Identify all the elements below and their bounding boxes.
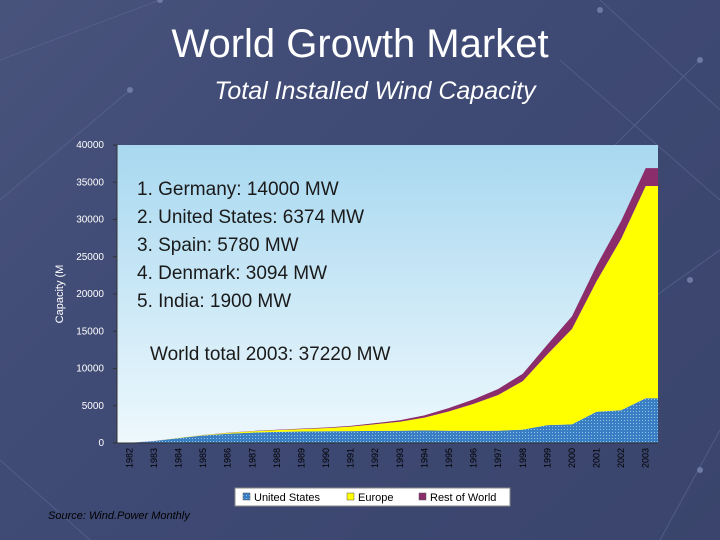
top-countries-list: 1. Germany: 14000 MW 2. United States: 6…: [137, 176, 364, 316]
ranking-item: 4. Denmark: 3094 MW: [137, 263, 328, 284]
x-tick-label: 1985: [198, 448, 208, 468]
y-tick-label: 20000: [76, 289, 104, 300]
y-tick-label: 10000: [76, 364, 104, 375]
x-tick-label: 1995: [444, 448, 454, 468]
y-tick-label: 15000: [76, 326, 104, 337]
series-area-united-states: [117, 398, 658, 443]
source-note: Source: Wind.Power Monthly: [48, 510, 190, 522]
x-tick-label: 2002: [616, 448, 626, 468]
slide-title: World Growth Market: [171, 22, 549, 66]
series-layer: [117, 168, 658, 443]
ranking-item: 1. Germany: 14000 MW: [137, 179, 339, 200]
x-tick-label: 1988: [272, 448, 282, 468]
x-tick-label: 2001: [592, 448, 602, 468]
legend-swatch: [242, 492, 251, 501]
legend: United States Europe Rest of World: [234, 487, 511, 507]
x-tick-label: 1989: [296, 448, 306, 468]
legend-box: [234, 487, 511, 507]
x-tick-label: 1991: [346, 448, 356, 468]
y-tick-label: 25000: [76, 252, 104, 263]
x-tick-label: 2000: [567, 448, 577, 468]
x-tick-labels: 1982 1983 1984 1985 1986 1987 1988 1989 1990 1991…: [124, 448, 650, 468]
x-tick-label: 1984: [173, 448, 183, 468]
legend-swatch: [418, 492, 427, 501]
x-tick-label: 1996: [469, 448, 479, 468]
y-axis-label: Capacity (M: [54, 265, 66, 324]
x-tick-label: 1998: [518, 448, 528, 468]
x-tick-label: 1999: [542, 448, 552, 468]
x-tick-label: 1992: [370, 448, 380, 468]
y-tick-label: 35000: [76, 177, 104, 188]
world-total-annotation: World total 2003: 37220 MW: [150, 344, 391, 365]
legend-swatch: [346, 492, 355, 501]
y-tick-label: 30000: [76, 215, 104, 226]
x-tick-label: 1986: [223, 448, 233, 468]
y-tick-label: 40000: [76, 140, 104, 151]
x-tick-label: 1987: [247, 448, 257, 468]
legend-label: Europe: [358, 492, 393, 504]
y-tick-label: 0: [98, 438, 104, 449]
x-tick-label: 1994: [419, 448, 429, 468]
ranking-item: 5. India: 1900 MW: [137, 291, 292, 312]
chart-subtitle: Total Installed Wind Capacity: [214, 77, 536, 105]
y-tick-labels: 0 5000 10000 15000 20000 25000 30000 35000 40000: [76, 140, 117, 449]
ranking-item: 3. Spain: 5780 MW: [137, 235, 299, 256]
x-tick-label: 1982: [124, 448, 134, 468]
legend-label: United States: [254, 492, 321, 504]
x-tick-label: 1997: [493, 448, 503, 468]
series-area-rest-of-world: [117, 168, 658, 443]
x-tick-label: 2003: [641, 448, 651, 468]
x-tick-label: 1990: [321, 448, 331, 468]
x-tick-label: 1983: [149, 448, 159, 468]
x-tick-label: 1993: [395, 448, 405, 468]
legend-label: Rest of World: [430, 492, 496, 504]
y-tick-label: 5000: [82, 401, 105, 412]
ranking-item: 2. United States: 6374 MW: [137, 207, 365, 228]
